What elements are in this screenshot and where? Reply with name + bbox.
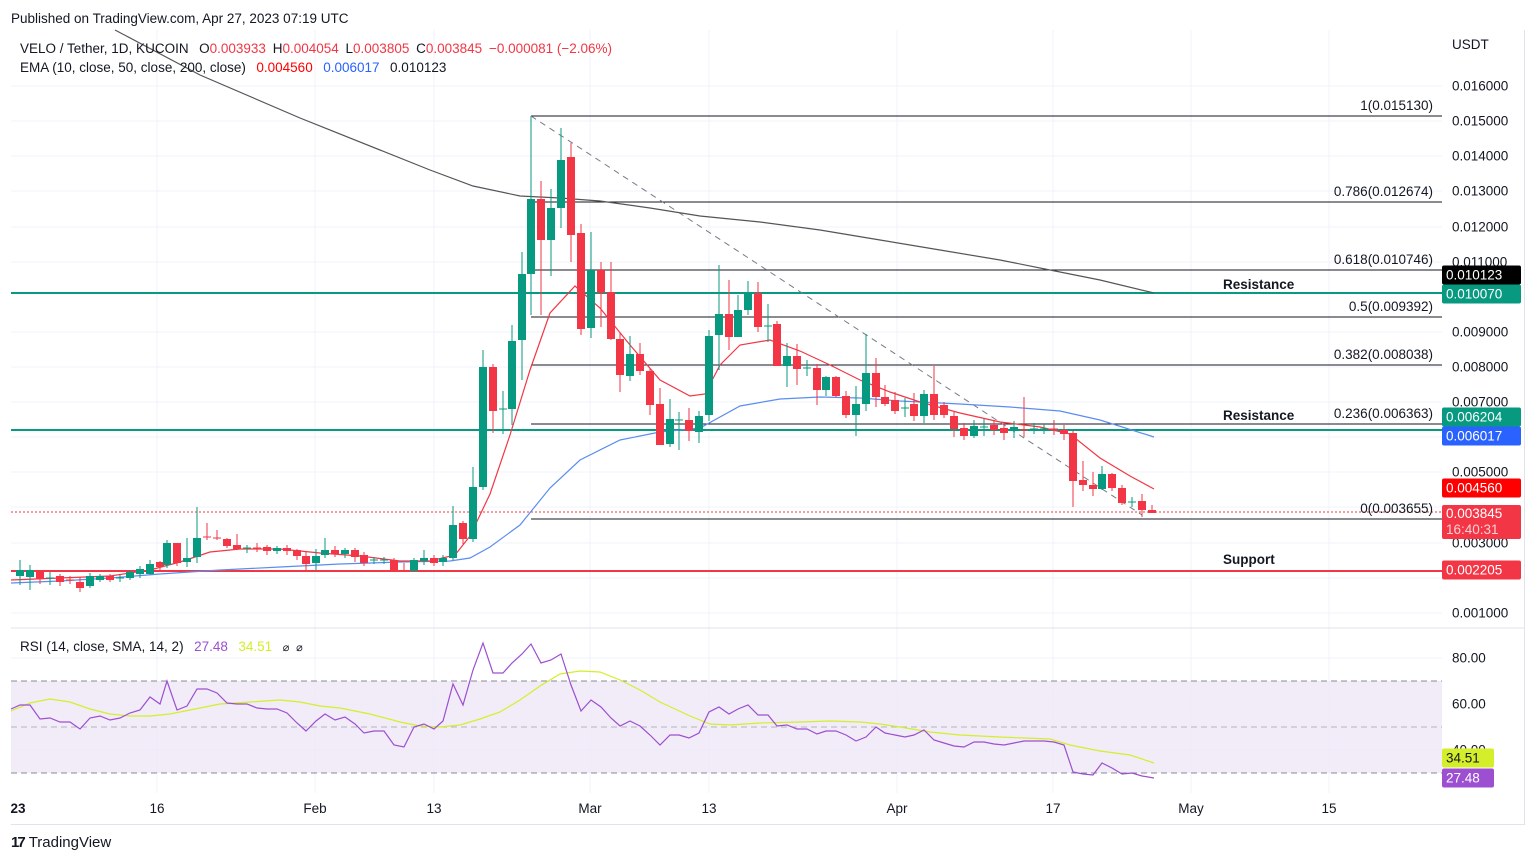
last-price-tag: 0.003845 16:40:31 bbox=[1442, 505, 1521, 539]
published-note: Published on TradingView.com, Apr 27, 20… bbox=[11, 11, 349, 26]
fib-label-0618: 0.618(0.010746) bbox=[1333, 252, 1433, 267]
chart-frame bbox=[11, 30, 1525, 825]
change-value: −0.000081 (−2.06%) bbox=[488, 41, 613, 56]
ema10-value: 0.004560 bbox=[256, 60, 313, 75]
ema-label[interactable]: EMA (10, close, 50, close, 200, close) bbox=[20, 60, 246, 75]
resistance-lower-price-tag: 0.006204 bbox=[1442, 407, 1521, 427]
ema10-line bbox=[10, 285, 1155, 581]
open-label: O bbox=[199, 41, 210, 56]
rsi-tick: 60.00 bbox=[1452, 696, 1486, 712]
x-tick: Apr bbox=[886, 801, 908, 816]
y-tick: 0.013000 bbox=[1452, 183, 1509, 199]
ema200-value: 0.010123 bbox=[390, 60, 447, 75]
y-tick: 0.008000 bbox=[1452, 359, 1509, 375]
symbol-legend[interactable]: VELO / Tether, 1D, KUCOIN O0.003933 H0.0… bbox=[20, 41, 615, 56]
y-tick: 0.016000 bbox=[1452, 78, 1509, 94]
rsi-tick: 80.00 bbox=[1452, 650, 1486, 666]
high-value: 0.004054 bbox=[282, 41, 339, 56]
x-tick: May bbox=[1178, 801, 1204, 816]
y-tick: 0.012000 bbox=[1452, 219, 1509, 235]
y-tick: 0.015000 bbox=[1452, 113, 1509, 129]
close-value: 0.003845 bbox=[425, 41, 483, 56]
rsi-line bbox=[10, 641, 1155, 779]
open-value: 0.003933 bbox=[209, 41, 266, 56]
x-tick: 17 bbox=[1045, 801, 1061, 816]
x-tick: 15 bbox=[1321, 801, 1337, 816]
y-tick: 0.001000 bbox=[1452, 605, 1509, 621]
rsi-ma-value: 34.51 bbox=[238, 639, 273, 654]
x-tick: 13 bbox=[426, 801, 442, 816]
fib-label-0382: 0.382(0.008038) bbox=[1333, 347, 1433, 362]
support-price-tag: 0.002205 bbox=[1442, 560, 1521, 580]
rsi-price-tag: 27.48 bbox=[1442, 768, 1494, 788]
symbol-name[interactable]: VELO / Tether, 1D, KUCOIN bbox=[20, 41, 189, 56]
rsi-label[interactable]: RSI (14, close, SMA, 14, 2) bbox=[20, 639, 184, 654]
rsi-value: 27.48 bbox=[194, 639, 228, 654]
ema10-price-tag: 0.004560 bbox=[1442, 478, 1521, 498]
high-label: H bbox=[272, 41, 283, 56]
y-tick: 0.009000 bbox=[1452, 324, 1509, 340]
x-tick: 23 bbox=[10, 801, 26, 816]
y-tick: 0.003000 bbox=[1452, 535, 1509, 551]
x-tick: 16 bbox=[149, 801, 165, 816]
no-symbol-icon: ⌀ bbox=[296, 642, 303, 654]
no-symbol-icon: ⌀ bbox=[282, 642, 290, 654]
ema50-price-tag: 0.006017 bbox=[1442, 426, 1521, 446]
close-label: C bbox=[416, 41, 426, 56]
tradingview-logo[interactable]: 17 TradingView bbox=[11, 834, 111, 851]
fib-label-0786: 0.786(0.012674) bbox=[1333, 184, 1433, 199]
resistance-label-lower: Resistance bbox=[1223, 408, 1295, 423]
fibonacci-lines bbox=[531, 115, 1442, 520]
x-tick: Feb bbox=[303, 801, 327, 816]
fib-trend-line bbox=[530, 115, 1143, 516]
fib-label-0236: 0.236(0.006363) bbox=[1333, 406, 1433, 421]
resistance-upper-price-tag: 0.010070 bbox=[1442, 284, 1521, 304]
ema50-line bbox=[10, 396, 1155, 584]
support-label: Support bbox=[1223, 552, 1275, 567]
fib-label-0: 0(0.003655) bbox=[1360, 501, 1433, 516]
y-tick: 0.007000 bbox=[1452, 394, 1509, 410]
y-tick: 0.014000 bbox=[1452, 148, 1509, 164]
y-tick: 0.005000 bbox=[1452, 464, 1509, 480]
candles bbox=[16, 116, 1156, 592]
rsi-ma-price-tag: 34.51 bbox=[1442, 748, 1494, 768]
fib-label-1: 1(0.015130) bbox=[1360, 98, 1433, 113]
x-tick: 13 bbox=[701, 801, 717, 816]
ema50-value: 0.006017 bbox=[323, 60, 380, 75]
low-value: 0.003805 bbox=[353, 41, 410, 56]
last-price-value: 0.003845 bbox=[1446, 506, 1503, 521]
rsi-band-lines bbox=[11, 680, 1442, 774]
rsi-ma-line bbox=[10, 670, 1155, 764]
low-label: L bbox=[345, 41, 354, 56]
resistance-label-upper: Resistance bbox=[1223, 277, 1295, 292]
ema200-price-tag: 0.010123 bbox=[1442, 265, 1521, 285]
bar-countdown: 16:40:31 bbox=[1446, 522, 1499, 537]
tradingview-brand: TradingView bbox=[28, 834, 112, 851]
ema200-line bbox=[114, 29, 1155, 294]
x-tick: Mar bbox=[578, 801, 602, 816]
fib-label-05: 0.5(0.009392) bbox=[1348, 299, 1433, 314]
rsi-legend[interactable]: RSI (14, close, SMA, 14, 2) 27.48 34.51 … bbox=[20, 639, 306, 654]
currency-label[interactable]: USDT bbox=[1452, 37, 1489, 52]
ema-legend[interactable]: EMA (10, close, 50, close, 200, close) 0… bbox=[20, 60, 449, 75]
tradingview-logo-icon: 17 bbox=[11, 834, 26, 851]
